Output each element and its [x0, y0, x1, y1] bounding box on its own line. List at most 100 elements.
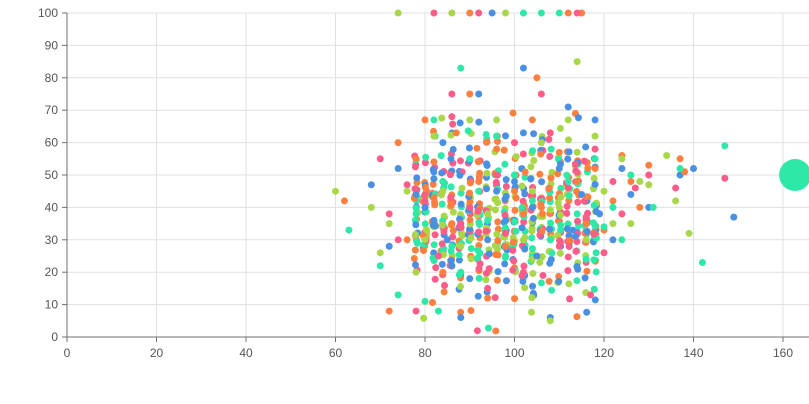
- scatter-point: [573, 187, 581, 195]
- scatter-point: [394, 139, 402, 147]
- scatter-point: [502, 229, 510, 237]
- scatter-point: [485, 250, 493, 258]
- tick-labels: 0 20 40 60 80 100 120 140 160 0 10 20 30 40 50 60 70 80 90…: [38, 6, 793, 360]
- scatter-point: [547, 174, 555, 182]
- scatter-point: [430, 116, 438, 124]
- scatter-point: [345, 226, 353, 234]
- scatter-point: [430, 9, 438, 17]
- scatter-point: [564, 267, 572, 275]
- scatter-point: [538, 210, 546, 218]
- scatter-point: [459, 231, 467, 239]
- scatter-point: [429, 166, 437, 174]
- scatter-point: [501, 160, 509, 168]
- scatter-point: [590, 230, 598, 238]
- scatter-point: [475, 118, 483, 126]
- scatter-point: [529, 282, 537, 290]
- scatter-point: [627, 177, 635, 185]
- scatter-point: [484, 216, 492, 224]
- scatter-point: [564, 116, 572, 124]
- scatter-point: [538, 253, 546, 261]
- scatter-point: [572, 247, 580, 255]
- x-tick-label: 160: [773, 346, 793, 360]
- scatter-point: [475, 265, 483, 273]
- scatter-point: [518, 182, 526, 190]
- scatter-point: [591, 132, 599, 140]
- x-tick-label: 120: [594, 346, 614, 360]
- scatter-point: [452, 129, 460, 137]
- scatter-point: [721, 174, 729, 182]
- scatter-point: [502, 9, 510, 17]
- scatter-point: [521, 245, 529, 253]
- y-tick-label: 20: [45, 265, 59, 279]
- scatter-point: [530, 156, 538, 164]
- scatter-point: [482, 131, 490, 139]
- scatter-point: [434, 307, 442, 315]
- scatter-point: [447, 257, 455, 265]
- scatter-point: [631, 184, 639, 192]
- scatter-point: [421, 297, 429, 305]
- scatter-point: [474, 158, 482, 166]
- scatter-point: [528, 308, 536, 316]
- scatter-point: [591, 222, 599, 230]
- scatter-point: [547, 219, 555, 227]
- scatter-point: [466, 216, 474, 224]
- scatter-point: [483, 185, 491, 193]
- scatter-point: [476, 169, 484, 177]
- scatter-point: [563, 202, 571, 210]
- scatter-point: [457, 220, 465, 228]
- scatter-point: [466, 116, 474, 124]
- scatter-point: [412, 210, 420, 218]
- scatter-point: [590, 256, 598, 264]
- scatter-point: [421, 220, 429, 228]
- scatter-point: [528, 294, 536, 302]
- scatter-point: [591, 165, 599, 173]
- scatter-point: [412, 221, 420, 229]
- scatter-point: [475, 9, 483, 17]
- scatter-point: [509, 238, 517, 246]
- scatter-point: [730, 213, 738, 221]
- y-tick-label: 90: [45, 38, 59, 52]
- scatter-point: [403, 187, 411, 195]
- scatter-point: [645, 181, 653, 189]
- scatter-point: [555, 148, 563, 156]
- x-tick-label: 80: [418, 346, 432, 360]
- scatter-point: [467, 306, 475, 314]
- scatter-point: [457, 268, 465, 276]
- scatter-point: [340, 197, 348, 205]
- scatter-point: [555, 272, 563, 280]
- scatter-point: [511, 206, 519, 214]
- scatter-point: [548, 249, 556, 257]
- scatter-point: [645, 161, 653, 169]
- scatter-point: [484, 210, 492, 218]
- scatter-point: [455, 256, 463, 264]
- scatter-point: [546, 236, 554, 244]
- scatter-point: [455, 251, 463, 259]
- scatter-point: [385, 242, 393, 250]
- scatter-point: [583, 227, 591, 235]
- scatter-point: [502, 183, 510, 191]
- scatter-point: [447, 131, 455, 139]
- y-tick-label: 100: [38, 6, 58, 20]
- scatter-point: [529, 269, 537, 277]
- scatter-point: [566, 295, 574, 303]
- scatter-point: [583, 193, 591, 201]
- scatter-point: [502, 277, 510, 285]
- scatter-point: [573, 9, 581, 17]
- scatter-point: [557, 226, 565, 234]
- scatter-point: [528, 197, 536, 205]
- scatter-point: [521, 284, 529, 292]
- scatter-point: [591, 116, 599, 124]
- scatter-point: [475, 228, 483, 236]
- scatter-point: [421, 191, 429, 199]
- scatter-point: [509, 109, 517, 117]
- scatter-point: [548, 286, 556, 294]
- scatter-point: [438, 260, 446, 268]
- scatter-point: [421, 203, 429, 211]
- scatter-point: [511, 139, 518, 147]
- scatter-point: [609, 197, 617, 205]
- axes: [62, 12, 809, 342]
- scatter-point: [555, 277, 563, 285]
- scatter-point: [456, 171, 464, 179]
- scatter-point: [573, 313, 581, 321]
- y-tick-label: 40: [45, 200, 59, 214]
